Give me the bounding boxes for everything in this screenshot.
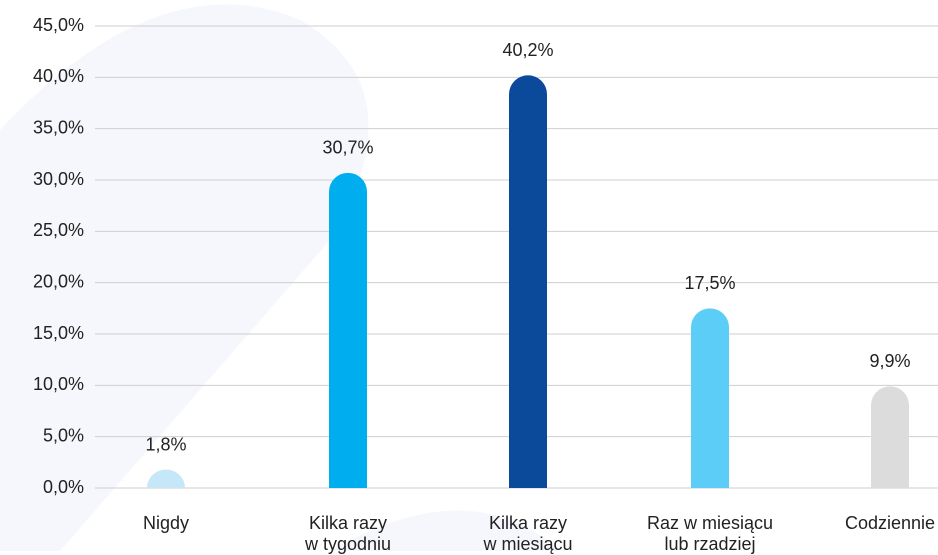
bar: [691, 308, 729, 488]
y-tick-label: 25,0%: [33, 220, 84, 240]
background-shape: [0, 4, 369, 551]
y-tick-label: 45,0%: [33, 15, 84, 35]
y-tick-label: 15,0%: [33, 323, 84, 343]
bar: [329, 172, 367, 488]
value-label: 1,8%: [145, 434, 186, 454]
x-tick-label: Kilka razy w tygodniu: [304, 513, 392, 554]
y-tick-label: 20,0%: [33, 271, 84, 291]
x-tick-label: Codziennie: [844, 513, 936, 533]
background-shape: [330, 510, 560, 551]
y-tick-label: 0,0%: [43, 477, 84, 497]
bar: [871, 386, 909, 488]
value-label: 17,5%: [684, 273, 735, 293]
bar: [147, 469, 185, 488]
bar: [509, 75, 547, 488]
y-tick-label: 5,0%: [43, 425, 84, 445]
x-tick-label: Kilka razy w miesiącu: [483, 513, 573, 554]
y-tick-label: 10,0%: [33, 374, 84, 394]
value-label: 40,2%: [502, 40, 553, 60]
x-tick-label: Nigdy: [142, 513, 190, 533]
value-label: 9,9%: [869, 351, 910, 371]
y-tick-label: 40,0%: [33, 66, 84, 86]
y-tick-label: 30,0%: [33, 169, 84, 189]
y-tick-label: 35,0%: [33, 117, 84, 137]
value-label: 30,7%: [322, 138, 373, 158]
x-tick-label: Raz w miesiącu lub rzadziej: [646, 513, 774, 554]
